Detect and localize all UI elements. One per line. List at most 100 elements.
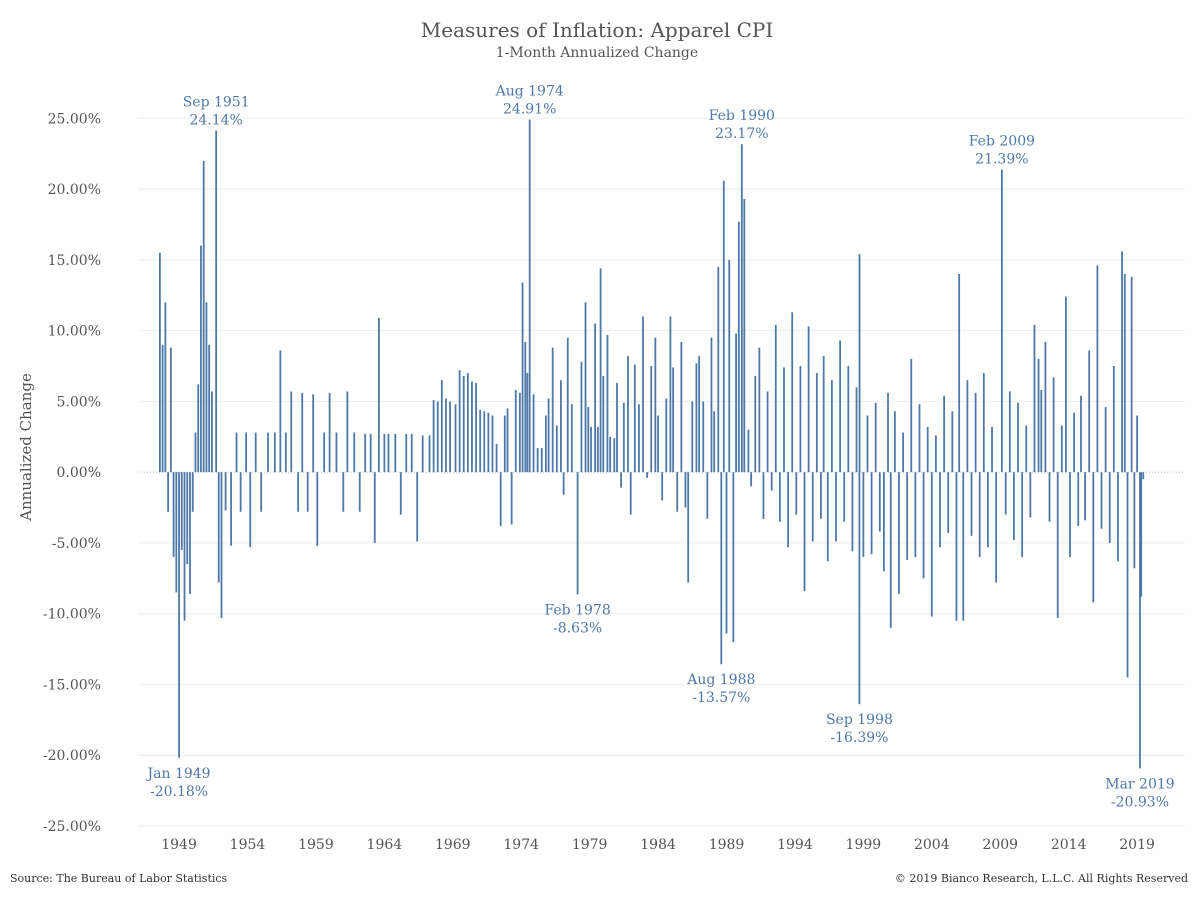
bar [230, 472, 232, 546]
annotation-date: Feb 1990 [709, 108, 775, 124]
bar [754, 375, 757, 473]
bar [1008, 391, 1011, 473]
peak-annotation: Feb 1978 -8.63% [544, 602, 610, 636]
bar [551, 347, 554, 473]
bar [803, 472, 806, 592]
bar [536, 448, 539, 473]
bar [323, 432, 326, 473]
y-axis-label: Annualized Change [17, 373, 35, 522]
bar [676, 472, 679, 512]
bar [540, 448, 543, 473]
bar [935, 435, 937, 473]
bar [847, 366, 850, 473]
bar [978, 472, 981, 558]
bar [580, 361, 583, 473]
peak-annotation: Feb 1990 23.17% [709, 108, 775, 142]
bar [815, 373, 818, 473]
bar [922, 472, 925, 579]
bar [1044, 341, 1047, 473]
bar [528, 119, 531, 473]
bar [491, 415, 494, 473]
bar [590, 426, 592, 473]
bar [499, 472, 502, 526]
bar [524, 341, 527, 473]
annotation-value: -8.63% [553, 620, 602, 636]
bar [665, 398, 668, 473]
bar [858, 472, 861, 705]
peak-annotation: Jan 1949 -20.18% [146, 766, 211, 800]
bar [870, 472, 873, 555]
bar [669, 316, 672, 473]
bar [416, 472, 419, 542]
bar [353, 432, 356, 473]
bar [364, 433, 367, 473]
annotation-date: Feb 1978 [544, 602, 610, 618]
bar [874, 402, 877, 473]
bar [1013, 472, 1015, 541]
bar [191, 472, 194, 512]
bar [471, 381, 473, 473]
bar [514, 390, 517, 473]
bar [943, 395, 946, 473]
bar [220, 472, 223, 618]
bar [958, 274, 961, 473]
bar [186, 472, 189, 565]
annotation-date: Aug 1974 [495, 84, 564, 100]
bar [807, 326, 810, 473]
bar [1077, 472, 1080, 526]
peak-annotation: Aug 1974 24.91% [495, 84, 564, 118]
bar [893, 411, 896, 473]
bar [613, 438, 616, 473]
bar [249, 472, 252, 548]
bar [1112, 366, 1115, 473]
gridlines [138, 117, 1185, 827]
bar [1040, 390, 1043, 473]
bar [1136, 415, 1138, 473]
bar [475, 382, 477, 473]
bar [889, 472, 892, 628]
bar [822, 356, 825, 473]
bar [826, 472, 829, 562]
bar [740, 144, 743, 473]
bar [750, 472, 753, 487]
x-tick-label: 1984 [640, 837, 676, 853]
bar [987, 472, 989, 548]
bar [1096, 265, 1099, 473]
x-tick-label: 2014 [1051, 837, 1087, 853]
y-tick-label: -20.00% [43, 748, 101, 764]
bar [970, 472, 973, 536]
bar [306, 472, 309, 512]
bar [224, 472, 227, 511]
bar [783, 367, 785, 473]
bar [914, 472, 917, 558]
bar [758, 347, 761, 473]
bar [369, 433, 372, 473]
bar [164, 302, 167, 473]
bar [1073, 412, 1076, 473]
bar [1052, 377, 1055, 473]
bar [197, 384, 200, 473]
x-tick-label: 1999 [846, 837, 882, 853]
bar [297, 472, 300, 512]
bar [732, 472, 735, 642]
bar [778, 472, 781, 522]
bar [680, 341, 683, 473]
bar [609, 436, 612, 473]
bar [743, 198, 746, 473]
bar [483, 411, 486, 473]
bar [1133, 472, 1136, 569]
bar [606, 334, 609, 473]
y-tick-label: -10.00% [43, 607, 101, 623]
bar [878, 472, 881, 532]
bar [279, 350, 282, 473]
bar [562, 472, 565, 495]
bar [646, 472, 649, 478]
bar [432, 399, 435, 473]
bar [717, 266, 720, 473]
bar [930, 472, 933, 617]
bar [616, 382, 618, 473]
annotation-value: 23.17% [715, 126, 768, 142]
x-axis: 1949 1954 1959 1964 1969 1974 1979 1984 1989 1994… [161, 837, 1155, 853]
annotation-value: 24.14% [189, 112, 242, 128]
bar [1025, 425, 1028, 473]
